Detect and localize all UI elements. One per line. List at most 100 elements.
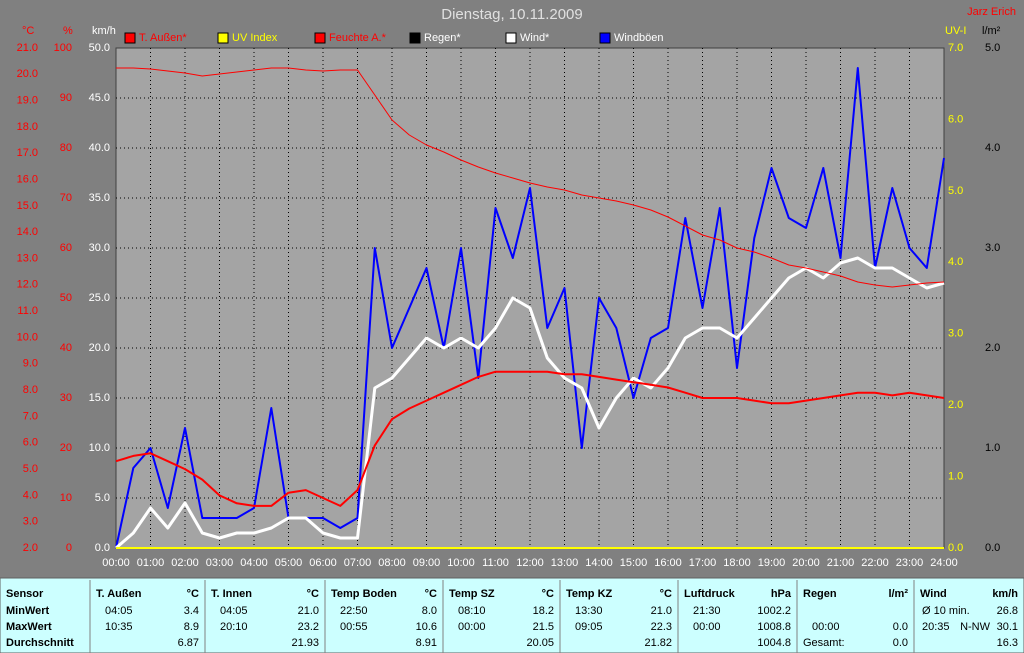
table-text: 0.0 xyxy=(893,621,908,633)
x-tick-label: 16:00 xyxy=(654,557,682,569)
table-text: 8.9 xyxy=(184,621,199,633)
x-tick-label: 19:00 xyxy=(758,557,786,569)
legend-swatch xyxy=(409,32,421,44)
y-tick-label: 25.0 xyxy=(89,292,110,304)
table-text: 1008.8 xyxy=(757,621,791,633)
axis-unit: km/h xyxy=(92,25,116,37)
y-tick-label: 10 xyxy=(60,492,72,504)
y-tick-label: 1.0 xyxy=(985,442,1000,454)
y-tick-label: 20 xyxy=(60,442,72,454)
y-tick-label: 50 xyxy=(60,292,72,304)
y-tick-label: 8.0 xyxy=(23,384,38,396)
y-tick-label: 30 xyxy=(60,392,72,404)
table-text: 04:05 xyxy=(220,605,248,617)
y-tick-label: 35.0 xyxy=(89,192,110,204)
table-text: 20:35 xyxy=(922,621,950,633)
x-tick-label: 02:00 xyxy=(171,557,199,569)
y-tick-label: 3.0 xyxy=(985,242,1000,254)
y-tick-label: 60 xyxy=(60,242,72,254)
y-tick-label: 30.0 xyxy=(89,242,110,254)
table-text: 00:00 xyxy=(812,621,840,633)
x-tick-label: 18:00 xyxy=(723,557,751,569)
y-tick-label: 10.0 xyxy=(17,331,38,343)
series-line xyxy=(115,67,945,549)
table-text: 00:00 xyxy=(693,621,721,633)
table-text: 22.3 xyxy=(651,621,672,633)
table-text: T. Innen xyxy=(211,588,252,600)
x-tick-label: 22:00 xyxy=(861,557,889,569)
y-tick-label: 9.0 xyxy=(23,358,38,370)
legend-swatch xyxy=(124,32,136,44)
table-text: °C xyxy=(425,588,437,600)
y-tick-label: 18.0 xyxy=(17,121,38,133)
table-text: 00:00 xyxy=(458,621,486,633)
x-tick-label: 17:00 xyxy=(689,557,717,569)
y-tick-label: 6.0 xyxy=(948,113,963,125)
y-tick-label: 3.0 xyxy=(948,328,963,340)
table-text: 21.0 xyxy=(298,605,319,617)
y-tick-label: 100 xyxy=(54,42,72,54)
x-tick-label: 13:00 xyxy=(551,557,579,569)
table-text: °C xyxy=(187,588,199,600)
y-tick-label: 21.0 xyxy=(17,42,38,54)
y-tick-label: 7.0 xyxy=(23,410,38,422)
legend-swatch xyxy=(314,32,326,44)
legend-label: Wind* xyxy=(520,32,550,44)
y-tick-label: 14.0 xyxy=(17,226,38,238)
axis-unit: % xyxy=(63,25,73,37)
summary-panel xyxy=(0,577,1024,653)
table-text: 30.1 xyxy=(997,621,1018,633)
x-tick-label: 03:00 xyxy=(206,557,234,569)
table-text: °C xyxy=(307,588,319,600)
legend-swatch xyxy=(217,32,229,44)
y-tick-label: 2.0 xyxy=(23,542,38,554)
x-tick-label: 11:00 xyxy=(482,557,509,569)
y-tick-label: 19.0 xyxy=(17,95,38,107)
table-text: MaxWert xyxy=(6,621,52,633)
table-text: Wind xyxy=(920,588,947,600)
table-text: Gesamt: xyxy=(803,637,845,649)
y-tick-label: 90 xyxy=(60,92,72,104)
y-tick-label: 3.0 xyxy=(23,516,38,528)
table-text: 04:05 xyxy=(105,605,133,617)
x-tick-label: 23:00 xyxy=(896,557,924,569)
axis-unit: UV-I xyxy=(945,25,966,37)
y-tick-label: 0 xyxy=(66,542,72,554)
table-text: l/m² xyxy=(888,588,908,600)
y-tick-label: 0.0 xyxy=(985,542,1000,554)
table-text: Temp KZ xyxy=(566,588,613,600)
table-text: 18.2 xyxy=(533,605,554,617)
x-tick-label: 04:00 xyxy=(240,557,268,569)
x-tick-label: 08:00 xyxy=(378,557,406,569)
x-tick-label: 07:00 xyxy=(344,557,372,569)
table-text: 16.3 xyxy=(997,637,1018,649)
x-tick-label: 14:00 xyxy=(585,557,613,569)
y-tick-label: 2.0 xyxy=(948,399,963,411)
table-text: Durchschnitt xyxy=(6,637,74,649)
table-text: 00:55 xyxy=(340,621,368,633)
x-tick-label: 09:00 xyxy=(413,557,441,569)
y-tick-label: 5.0 xyxy=(95,492,110,504)
table-text: 21.82 xyxy=(644,637,672,649)
table-text: 10:35 xyxy=(105,621,133,633)
y-tick-label: 40.0 xyxy=(89,142,110,154)
legend-swatch xyxy=(505,32,517,44)
table-text: 20:10 xyxy=(220,621,248,633)
x-tick-label: 12:00 xyxy=(516,557,544,569)
table-text: 0.0 xyxy=(893,637,908,649)
table-text: 1004.8 xyxy=(757,637,791,649)
table-text: 08:10 xyxy=(458,605,486,617)
x-tick-label: 00:00 xyxy=(102,557,130,569)
axis-unit: °C xyxy=(22,25,34,37)
y-tick-label: 11.0 xyxy=(17,305,38,317)
table-text: Temp SZ xyxy=(449,588,495,600)
x-tick-label: 15:00 xyxy=(620,557,648,569)
y-tick-label: 70 xyxy=(60,192,72,204)
owner: Jarz Erich xyxy=(967,6,1016,18)
series-line xyxy=(116,67,945,288)
x-tick-label: 06:00 xyxy=(309,557,337,569)
table-text: Ø 10 min. xyxy=(922,605,970,617)
y-tick-label: 80 xyxy=(60,142,72,154)
legend-label: T. Außen* xyxy=(139,32,187,44)
y-tick-label: 0.0 xyxy=(95,542,110,554)
